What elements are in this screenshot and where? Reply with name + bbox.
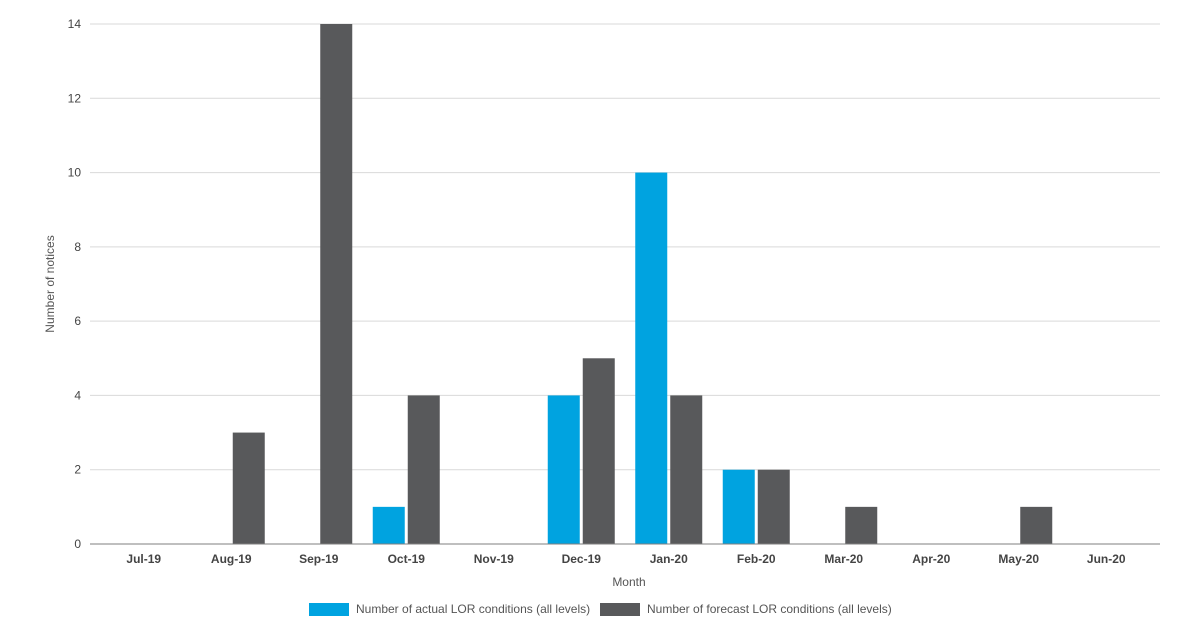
gridlines — [90, 23, 1160, 471]
bars — [232, 24, 1053, 545]
bar-actual — [635, 172, 668, 545]
legend: Number of actual LOR conditions (all lev… — [309, 602, 892, 616]
x-tick-label: Apr-20 — [912, 552, 950, 566]
legend-swatch-actual — [309, 603, 349, 616]
bar-forecast — [320, 24, 353, 544]
y-tick-label: 6 — [74, 314, 81, 328]
legend-label-forecast: Number of forecast LOR conditions (all l… — [647, 602, 892, 616]
x-tick-label: Sep-19 — [299, 552, 339, 566]
x-tick-label: Dec-19 — [562, 552, 602, 566]
bar-forecast — [670, 395, 703, 544]
y-tick-label: 0 — [74, 537, 81, 551]
legend-label-actual: Number of actual LOR conditions (all lev… — [356, 602, 590, 616]
bar-forecast — [407, 395, 440, 544]
bar-forecast — [1020, 506, 1053, 544]
x-tick-label: Jan-20 — [650, 552, 688, 566]
x-axis-title: Month — [612, 575, 645, 589]
y-tick-label: 4 — [74, 388, 81, 402]
y-axis-ticks: 0 2 4 6 8 10 12 14 — [68, 17, 82, 551]
y-tick-label: 10 — [68, 166, 82, 180]
bar-actual — [372, 506, 405, 544]
bar-forecast — [845, 506, 878, 544]
legend-swatch-forecast — [600, 603, 640, 616]
x-tick-label: Mar-20 — [824, 552, 863, 566]
bar-actual — [722, 469, 755, 544]
x-tick-label: Jul-19 — [126, 552, 161, 566]
y-tick-label: 14 — [68, 17, 82, 31]
y-tick-label: 8 — [74, 240, 81, 254]
x-axis-ticks: Jul-19 Aug-19 Sep-19 Oct-19 Nov-19 Dec-19 Jan-… — [126, 552, 1126, 566]
bar-forecast — [232, 432, 265, 544]
x-tick-label: May-20 — [998, 552, 1039, 566]
x-tick-label: Aug-19 — [211, 552, 252, 566]
y-axis-title: Number of notices — [43, 235, 57, 332]
bar-forecast — [582, 358, 615, 544]
x-tick-label: Oct-19 — [388, 552, 426, 566]
x-tick-label: Nov-19 — [474, 552, 514, 566]
y-tick-label: 12 — [68, 91, 82, 105]
bar-actual — [547, 395, 580, 544]
bar-forecast — [757, 469, 790, 544]
y-tick-label: 2 — [74, 463, 81, 477]
x-tick-label: Jun-20 — [1087, 552, 1126, 566]
x-tick-label: Feb-20 — [737, 552, 776, 566]
